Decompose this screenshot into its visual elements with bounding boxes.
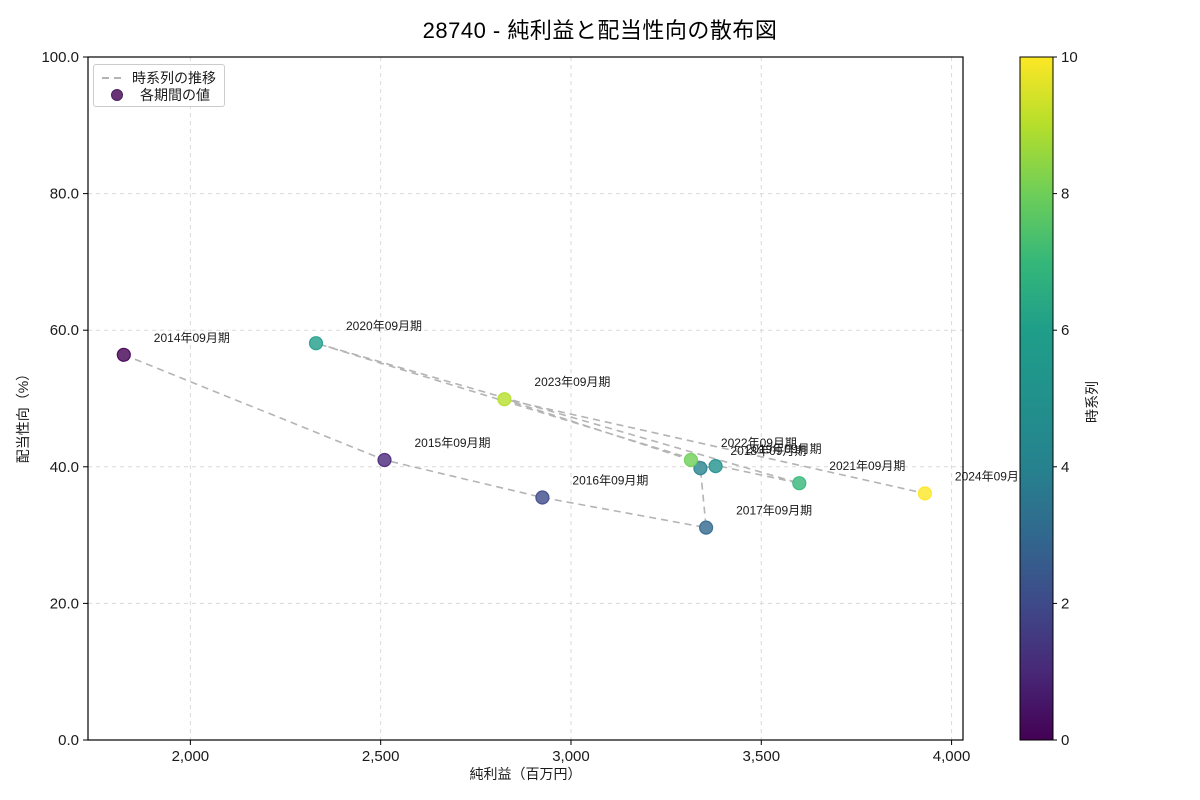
data-point-5: [708, 459, 723, 474]
data-point-2: [535, 490, 550, 505]
data-point-9: [497, 392, 512, 407]
colorbar-label: 時系列: [1084, 381, 1100, 423]
point-label-3: 2017年09月期: [736, 504, 812, 518]
colorbar-tick-label: 10: [1061, 49, 1078, 66]
point-label-4: 2018年09月期: [730, 444, 806, 458]
y-tick-label: 20.0: [50, 595, 79, 612]
colorbar-gradient: [1020, 57, 1053, 740]
x-tick-label: 3,000: [552, 748, 590, 765]
legend-marker-label: 各期間の値: [140, 86, 210, 103]
x-tick-label: 4,000: [933, 748, 971, 765]
colorbar-border: [1019, 56, 1054, 741]
colorbar-tick-label: 4: [1061, 459, 1069, 476]
point-label-6: 2020年09月期: [346, 319, 422, 333]
y-tick-label: 60.0: [50, 322, 79, 339]
data-point-4: [693, 461, 708, 476]
time-series-line: [123, 342, 926, 529]
data-point-7: [792, 476, 807, 491]
colorbar-tick-label: 2: [1061, 595, 1069, 612]
point-label-5: 2019年09月期: [746, 442, 822, 456]
colorbar-tick-label: 0: [1061, 732, 1069, 749]
x-tick-label: 3,500: [743, 748, 781, 765]
legend-line-label: 時系列の推移: [132, 69, 216, 86]
legend-item-period-marker: 各期間の値: [102, 86, 216, 103]
data-point-8: [683, 452, 699, 468]
point-label-8: 2022年09月期: [721, 436, 797, 450]
point-label-10: 2024年09月期: [955, 469, 1031, 483]
y-tick-label: 0.0: [58, 732, 79, 749]
data-point-6: [308, 336, 324, 351]
y-tick-label: 80.0: [50, 186, 79, 203]
colorbar-tick-label: 8: [1061, 186, 1069, 203]
y-tick-label: 40.0: [50, 459, 79, 476]
point-label-9: 2023年09月期: [534, 375, 610, 389]
circle-marker-icon: [111, 88, 123, 101]
figure-title: 28740 - 純利益と配当性向の散布図: [422, 18, 778, 43]
legend-item-series-line: 時系列の推移: [102, 69, 216, 86]
dashed-line-icon: [102, 76, 123, 79]
point-label-1: 2015年09月期: [415, 436, 491, 450]
y-axis-label: 配当性向（%）: [15, 366, 31, 464]
point-label-7: 2021年09月期: [829, 459, 905, 473]
x-axis-label: 純利益（百万円）: [469, 766, 582, 782]
x-tick-label: 2,000: [172, 748, 210, 765]
legend: 時系列の推移 各期間の値: [93, 64, 225, 107]
data-point-3: [698, 520, 714, 535]
data-point-1: [377, 452, 392, 468]
data-point-0: [116, 347, 131, 362]
plot-border: [87, 56, 964, 741]
point-label-0: 2014年09月期: [154, 331, 230, 345]
x-tick-label: 2,500: [362, 748, 400, 765]
colorbar-tick-label: 6: [1061, 322, 1069, 339]
point-label-2: 2016年09月期: [572, 474, 648, 488]
y-tick-label: 100.0: [41, 49, 79, 66]
data-point-10: [917, 486, 933, 501]
